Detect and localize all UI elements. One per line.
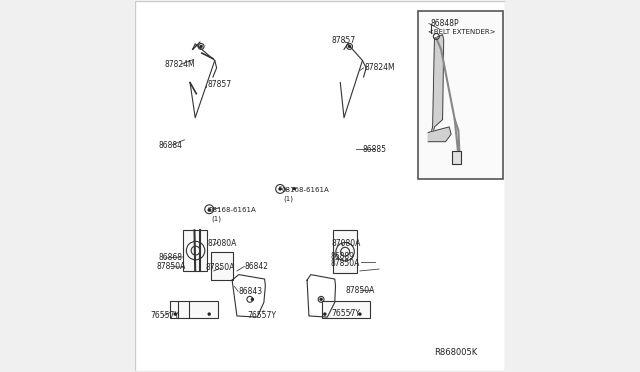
Circle shape — [251, 298, 254, 301]
Text: 76557Y: 76557Y — [150, 311, 179, 320]
Bar — [170, 301, 218, 318]
Bar — [322, 301, 370, 318]
Circle shape — [200, 45, 203, 48]
Bar — [184, 230, 207, 271]
Text: S: S — [207, 207, 211, 212]
Text: 76557Y: 76557Y — [247, 311, 276, 320]
Text: 86848P: 86848P — [431, 19, 460, 28]
Circle shape — [358, 312, 362, 316]
Text: R868005K: R868005K — [435, 348, 477, 357]
Text: 86842: 86842 — [244, 262, 268, 271]
Text: 08168-6161A: 08168-6161A — [209, 207, 256, 213]
Bar — [418, 11, 503, 179]
Text: (1): (1) — [283, 196, 293, 202]
Text: 87857: 87857 — [207, 80, 232, 89]
Text: 87850A: 87850A — [157, 262, 186, 271]
Bar — [211, 253, 233, 280]
Text: 87857: 87857 — [331, 36, 355, 45]
Text: 86889: 86889 — [330, 251, 355, 261]
Polygon shape — [428, 127, 451, 142]
Circle shape — [174, 312, 177, 315]
Text: 87850A: 87850A — [205, 263, 235, 272]
Circle shape — [358, 312, 362, 315]
Text: 87080A: 87080A — [331, 239, 360, 248]
Circle shape — [319, 298, 323, 301]
Text: 86885: 86885 — [362, 145, 387, 154]
Text: 76557Y: 76557Y — [331, 309, 360, 318]
Circle shape — [208, 312, 211, 315]
Circle shape — [207, 312, 211, 316]
Text: 86884: 86884 — [158, 141, 182, 150]
Circle shape — [323, 312, 326, 315]
Text: 87080A: 87080A — [207, 239, 237, 248]
Circle shape — [323, 312, 327, 316]
Text: 87850A: 87850A — [345, 286, 374, 295]
Circle shape — [292, 187, 296, 190]
Circle shape — [173, 312, 177, 316]
Text: <BELT EXTENDER>: <BELT EXTENDER> — [428, 29, 496, 35]
Text: 08168-6161A: 08168-6161A — [281, 187, 329, 193]
Text: (1): (1) — [211, 216, 221, 222]
Bar — [333, 230, 357, 273]
Text: 87824M: 87824M — [364, 63, 395, 72]
Circle shape — [348, 45, 351, 48]
Text: 87850A: 87850A — [330, 259, 360, 268]
Polygon shape — [431, 35, 444, 134]
Bar — [452, 151, 461, 164]
Text: 86868: 86868 — [159, 253, 182, 263]
Text: 86843: 86843 — [238, 287, 262, 296]
Circle shape — [278, 187, 282, 190]
Text: S: S — [278, 186, 282, 192]
Text: 87824M: 87824M — [165, 60, 196, 69]
Circle shape — [208, 209, 211, 211]
